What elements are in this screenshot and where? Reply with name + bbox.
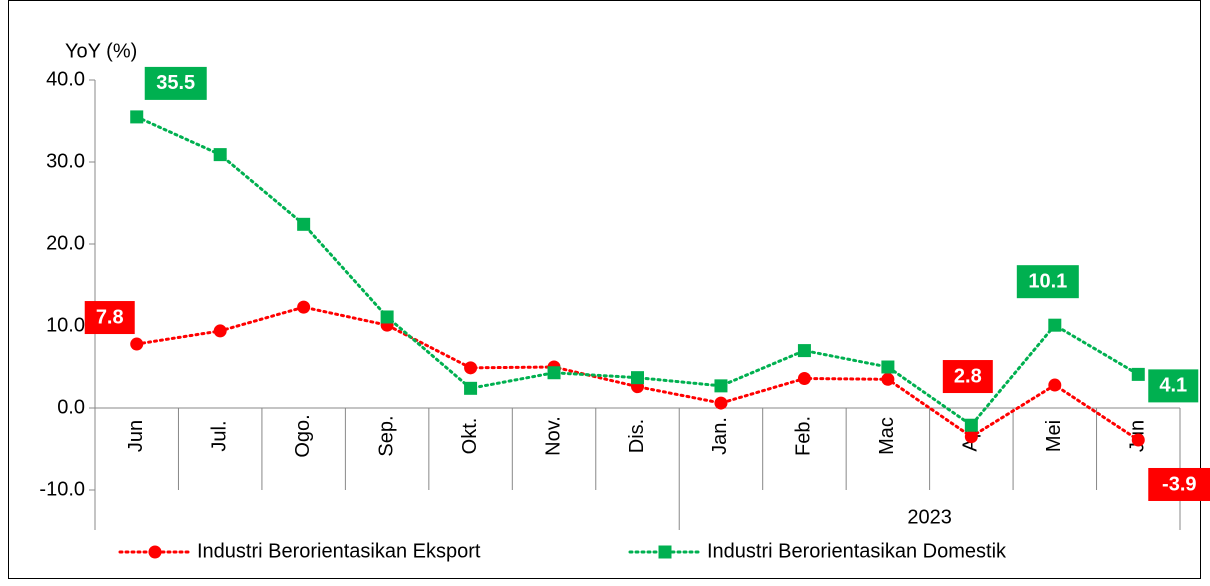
x-tick-label: Feb. (793, 416, 815, 456)
y-tick-label: -10.0 (39, 478, 85, 500)
x-tick-label: Mac (876, 417, 898, 455)
point (464, 361, 478, 375)
point (547, 366, 561, 380)
point (964, 430, 978, 444)
point (1131, 367, 1145, 381)
value-label-box (1016, 265, 1079, 299)
value-label-box (1148, 369, 1199, 403)
value-label: 10.1 (1028, 270, 1067, 292)
x-tick-label: Dis. (626, 419, 648, 453)
point (797, 371, 811, 385)
point (714, 396, 728, 410)
point (631, 371, 644, 385)
y-tick-label: 20.0 (46, 232, 85, 254)
legend-marker (658, 545, 672, 559)
y-tick-label: 40.0 (46, 68, 85, 90)
x-tick-label: Ogo. (292, 414, 314, 457)
point (130, 110, 144, 124)
legend-label: Industri Berorientasikan Eksport (197, 540, 481, 562)
x-tick-label: Okt. (459, 418, 481, 455)
point (1048, 318, 1062, 332)
point (297, 300, 311, 314)
x-tick-label: Jun (125, 420, 147, 452)
value-label: 35.5 (156, 72, 195, 94)
y-axis-label: YoY (%) (65, 40, 137, 62)
legend-marker (148, 545, 162, 559)
point (213, 148, 227, 162)
y-tick-label: 30.0 (46, 150, 85, 172)
point (297, 217, 311, 231)
point (881, 360, 895, 374)
value-label: 7.8 (96, 306, 124, 328)
value-label: -3.9 (1162, 473, 1196, 495)
value-label: 4.1 (1159, 375, 1187, 397)
point (881, 372, 895, 386)
y-tick-label: 10.0 (46, 314, 85, 336)
value-label-box (84, 301, 135, 335)
point (1131, 433, 1145, 447)
value-label-box (942, 360, 993, 394)
x-tick-label: Jan. (709, 417, 731, 455)
point (714, 379, 728, 393)
point (964, 418, 978, 432)
group-label: 2023 (907, 506, 952, 528)
point (1048, 378, 1062, 392)
x-tick-label: Mei (1043, 420, 1065, 452)
x-tick-label: Sep. (375, 415, 397, 456)
point (797, 344, 811, 358)
point (130, 337, 144, 351)
value-label-box (144, 66, 207, 100)
x-tick-label: Nov. (542, 416, 564, 456)
y-tick-label: 0.0 (57, 396, 85, 418)
value-label: 2.8 (954, 365, 982, 387)
legend-label: Industri Berorientasikan Domestik (707, 540, 1007, 562)
value-label-box (1148, 467, 1210, 501)
x-tick-label: Jul. (208, 420, 230, 451)
point (380, 310, 394, 324)
point (464, 381, 478, 395)
point (213, 324, 227, 338)
frame (8, 0, 1201, 579)
